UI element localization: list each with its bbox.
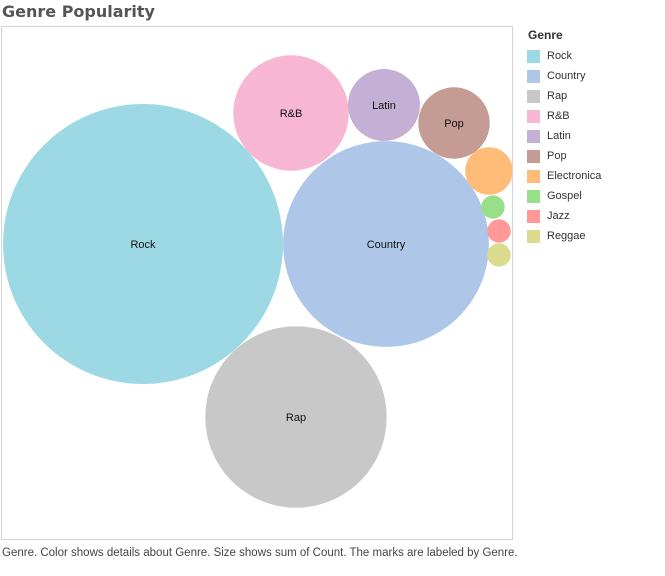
- legend: Genre Rock Country Rap R&B Latin Pop Electroni…: [527, 28, 657, 246]
- legend-swatch: [527, 89, 540, 103]
- legend-item[interactable]: Gospel: [527, 186, 657, 206]
- legend-swatch: [527, 169, 540, 183]
- legend-swatch: [527, 109, 540, 123]
- legend-item[interactable]: Rock: [527, 46, 657, 66]
- bubble-jazz[interactable]: [487, 219, 511, 243]
- bubble-reggae[interactable]: [487, 243, 511, 267]
- legend-swatch: [527, 189, 540, 203]
- legend-label: Gospel: [547, 190, 582, 202]
- legend-swatch: [527, 209, 540, 223]
- legend-label: R&B: [547, 110, 570, 122]
- bubble-rock[interactable]: [3, 104, 283, 384]
- bubble-pop[interactable]: [418, 87, 490, 159]
- legend-label: Rap: [547, 90, 568, 102]
- legend-items: Rock Country Rap R&B Latin Pop Electronica Gosp…: [527, 46, 657, 246]
- bubble-label: Rock: [130, 239, 156, 251]
- legend-label: Country: [547, 70, 586, 82]
- bubble-chart: Rock Country Rap R&B Latin Pop: [3, 55, 513, 508]
- bubble-label: Country: [367, 239, 406, 251]
- legend-item[interactable]: Latin: [527, 126, 657, 146]
- chart-title: Genre Popularity: [2, 2, 155, 21]
- legend-item[interactable]: R&B: [527, 106, 657, 126]
- legend-item[interactable]: Jazz: [527, 206, 657, 226]
- chart-caption: Genre. Color shows details about Genre. …: [2, 547, 518, 559]
- bubble-label: Latin: [372, 100, 396, 112]
- bubble-r-b[interactable]: [233, 55, 349, 171]
- legend-label: Reggae: [547, 230, 586, 242]
- legend-item[interactable]: Reggae: [527, 226, 657, 246]
- legend-title: Genre: [528, 28, 563, 42]
- legend-swatch: [527, 229, 540, 243]
- legend-label: Latin: [547, 130, 571, 142]
- bubble-latin[interactable]: [348, 69, 420, 141]
- bubble-plot-area: Rock Country Rap R&B Latin Pop: [1, 26, 513, 540]
- legend-swatch: [527, 69, 540, 83]
- legend-label: Jazz: [547, 210, 570, 222]
- bubble-gospel[interactable]: [481, 195, 505, 219]
- bubble-label: Pop: [444, 118, 464, 130]
- bubble-label: R&B: [280, 108, 303, 120]
- legend-swatch: [527, 149, 540, 163]
- legend-item[interactable]: Electronica: [527, 166, 657, 186]
- bubble-electronica[interactable]: [465, 147, 513, 195]
- legend-item[interactable]: Rap: [527, 86, 657, 106]
- legend-label: Pop: [547, 150, 567, 162]
- legend-label: Rock: [547, 50, 573, 62]
- bubble-country[interactable]: [283, 141, 489, 347]
- legend-label: Electronica: [547, 170, 602, 182]
- legend-swatch: [527, 49, 540, 63]
- bubble-label: Rap: [286, 412, 306, 424]
- bubble-rap[interactable]: [205, 326, 387, 508]
- legend-item[interactable]: Pop: [527, 146, 657, 166]
- legend-swatch: [527, 129, 540, 143]
- legend-item[interactable]: Country: [527, 66, 657, 86]
